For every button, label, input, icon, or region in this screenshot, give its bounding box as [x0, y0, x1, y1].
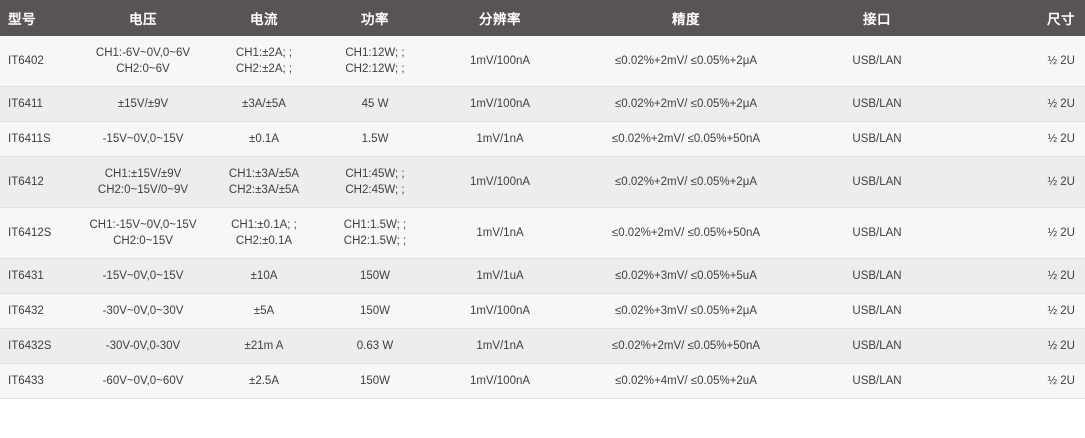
- cell-voltage: ±15V/±9V: [78, 86, 208, 122]
- cell-power: CH1:1.5W; ; CH2:1.5W; ;: [320, 207, 430, 259]
- table-row: IT6432S -30V-0V,0-30V ±21m A 0.63 W 1mV/1nA ≤…: [0, 328, 1085, 364]
- table-row: IT6412 CH1:±15V/±9V CH2:0~15V/0~9V CH1:±3A…: [0, 156, 1085, 208]
- cell-model: IT6432S: [0, 328, 78, 364]
- cell-model: IT6411S: [0, 121, 78, 157]
- cell-interface: USB/LAN: [802, 207, 952, 259]
- cell-size: ½ 2U: [952, 86, 1085, 122]
- cell-voltage: -30V~0V,0~30V: [78, 293, 208, 329]
- cell-interface: USB/LAN: [802, 156, 952, 208]
- cell-voltage: CH1:-15V~0V,0~15V CH2:0~15V: [78, 207, 208, 259]
- cell-resolution: 1mV/100nA: [430, 86, 570, 122]
- cell-resolution: 1mV/100nA: [430, 36, 570, 87]
- cell-power: 150W: [320, 293, 430, 329]
- product-specification-table: 型号 电压 电流 功率 分辨率 精度 接口 尺寸 IT6402 CH1:-6V~0V,0~6V …: [0, 0, 1085, 399]
- cell-power: 0.63 W: [320, 328, 430, 364]
- cell-size: ½ 2U: [952, 258, 1085, 294]
- cell-power: CH1:12W; ; CH2:12W; ;: [320, 36, 430, 87]
- cell-current: CH1:±3A/±5A CH2:±3A/±5A: [208, 156, 320, 208]
- cell-interface: USB/LAN: [802, 363, 952, 399]
- column-header-interface: 接口: [802, 0, 952, 36]
- table-row: IT6431 -15V~0V,0~15V ±10A 150W 1mV/1uA ≤0.02%…: [0, 258, 1085, 294]
- cell-size: ½ 2U: [952, 121, 1085, 157]
- cell-model: IT6412: [0, 156, 78, 208]
- cell-interface: USB/LAN: [802, 293, 952, 329]
- cell-resolution: 1mV/1nA: [430, 121, 570, 157]
- cell-interface: USB/LAN: [802, 328, 952, 364]
- cell-voltage: CH1:-6V~0V,0~6V CH2:0~6V: [78, 36, 208, 87]
- cell-voltage: CH1:±15V/±9V CH2:0~15V/0~9V: [78, 156, 208, 208]
- cell-accuracy: ≤0.02%+3mV/ ≤0.05%+5uA: [570, 258, 802, 294]
- table-header: 型号 电压 电流 功率 分辨率 精度 接口 尺寸: [0, 0, 1085, 36]
- cell-resolution: 1mV/100nA: [430, 156, 570, 208]
- table-row: IT6411S -15V~0V,0~15V ±0.1A 1.5W 1mV/1nA ≤0.0…: [0, 121, 1085, 157]
- cell-power: 45 W: [320, 86, 430, 122]
- cell-model: IT6402: [0, 36, 78, 87]
- cell-voltage: -15V~0V,0~15V: [78, 258, 208, 294]
- cell-interface: USB/LAN: [802, 86, 952, 122]
- column-header-voltage: 电压: [78, 0, 208, 36]
- cell-current: CH1:±2A; ; CH2:±2A; ;: [208, 36, 320, 87]
- cell-resolution: 1mV/1nA: [430, 207, 570, 259]
- cell-resolution: 1mV/100nA: [430, 293, 570, 329]
- cell-model: IT6412S: [0, 207, 78, 259]
- column-header-accuracy: 精度: [570, 0, 802, 36]
- cell-current: ±0.1A: [208, 121, 320, 157]
- cell-model: IT6431: [0, 258, 78, 294]
- column-header-current: 电流: [208, 0, 320, 36]
- cell-power: CH1:45W; ; CH2:45W; ;: [320, 156, 430, 208]
- cell-model: IT6411: [0, 86, 78, 122]
- cell-current: ±5A: [208, 293, 320, 329]
- cell-current: CH1:±0.1A; ; CH2:±0.1A: [208, 207, 320, 259]
- cell-current: ±21m A: [208, 328, 320, 364]
- cell-accuracy: ≤0.02%+4mV/ ≤0.05%+2uA: [570, 363, 802, 399]
- cell-power: 1.5W: [320, 121, 430, 157]
- table-header-row: 型号 电压 电流 功率 分辨率 精度 接口 尺寸: [0, 0, 1085, 36]
- table-row: IT6433 -60V~0V,0~60V ±2.5A 150W 1mV/100nA ≤0.…: [0, 363, 1085, 399]
- cell-accuracy: ≤0.02%+2mV/ ≤0.05%+50nA: [570, 328, 802, 364]
- column-header-model: 型号: [0, 0, 78, 36]
- cell-interface: USB/LAN: [802, 36, 952, 87]
- column-header-resolution: 分辨率: [430, 0, 570, 36]
- table-row: IT6402 CH1:-6V~0V,0~6V CH2:0~6V CH1:±2A; ;…: [0, 36, 1085, 87]
- table-body: IT6402 CH1:-6V~0V,0~6V CH2:0~6V CH1:±2A; ;…: [0, 36, 1085, 399]
- cell-power: 150W: [320, 363, 430, 399]
- cell-power: 150W: [320, 258, 430, 294]
- cell-model: IT6432: [0, 293, 78, 329]
- cell-accuracy: ≤0.02%+2mV/ ≤0.05%+50nA: [570, 207, 802, 259]
- cell-current: ±10A: [208, 258, 320, 294]
- cell-voltage: -30V-0V,0-30V: [78, 328, 208, 364]
- cell-size: ½ 2U: [952, 207, 1085, 259]
- cell-accuracy: ≤0.02%+2mV/ ≤0.05%+50nA: [570, 121, 802, 157]
- cell-size: ½ 2U: [952, 328, 1085, 364]
- column-header-power: 功率: [320, 0, 430, 36]
- cell-model: IT6433: [0, 363, 78, 399]
- cell-size: ½ 2U: [952, 36, 1085, 87]
- cell-current: ±3A/±5A: [208, 86, 320, 122]
- cell-size: ½ 2U: [952, 363, 1085, 399]
- column-header-size: 尺寸: [952, 0, 1085, 36]
- cell-resolution: 1mV/100nA: [430, 363, 570, 399]
- cell-size: ½ 2U: [952, 293, 1085, 329]
- cell-accuracy: ≤0.02%+3mV/ ≤0.05%+2μA: [570, 293, 802, 329]
- cell-current: ±2.5A: [208, 363, 320, 399]
- cell-interface: USB/LAN: [802, 121, 952, 157]
- cell-interface: USB/LAN: [802, 258, 952, 294]
- cell-size: ½ 2U: [952, 156, 1085, 208]
- cell-accuracy: ≤0.02%+2mV/ ≤0.05%+2μA: [570, 156, 802, 208]
- table-row: IT6432 -30V~0V,0~30V ±5A 150W 1mV/100nA ≤0.02…: [0, 293, 1085, 329]
- cell-voltage: -15V~0V,0~15V: [78, 121, 208, 157]
- cell-resolution: 1mV/1nA: [430, 328, 570, 364]
- table-row: IT6412S CH1:-15V~0V,0~15V CH2:0~15V CH1:±0…: [0, 207, 1085, 259]
- cell-voltage: -60V~0V,0~60V: [78, 363, 208, 399]
- table-row: IT6411 ±15V/±9V ±3A/±5A 45 W 1mV/100nA ≤0.02%…: [0, 86, 1085, 122]
- cell-accuracy: ≤0.02%+2mV/ ≤0.05%+2μA: [570, 86, 802, 122]
- cell-accuracy: ≤0.02%+2mV/ ≤0.05%+2μA: [570, 36, 802, 87]
- cell-resolution: 1mV/1uA: [430, 258, 570, 294]
